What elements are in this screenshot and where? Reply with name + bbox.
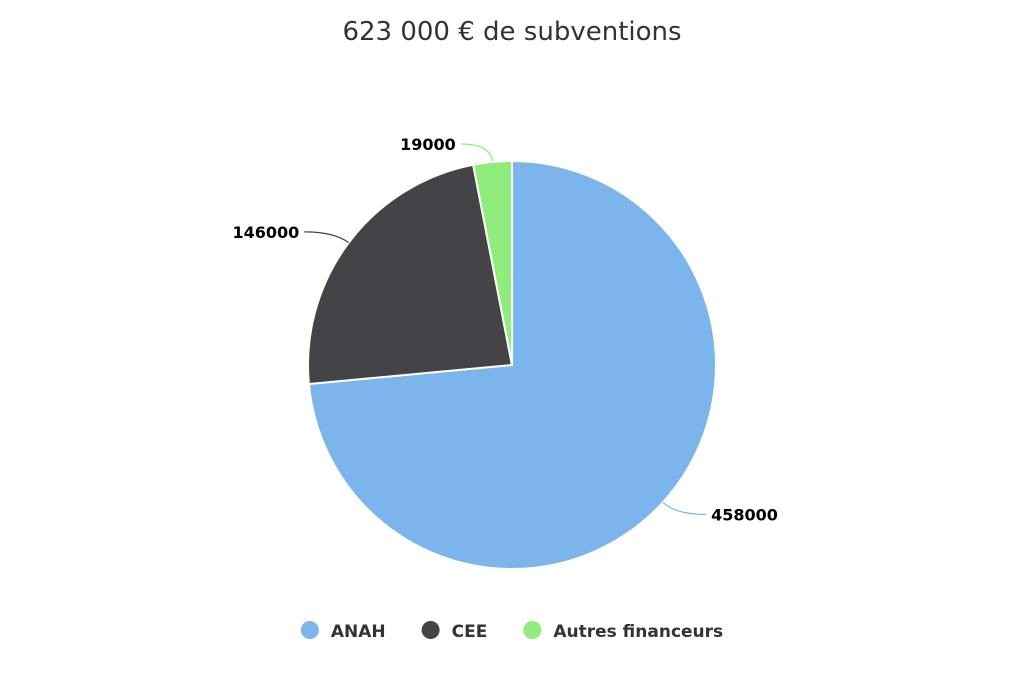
legend-swatch-autres-financeurs <box>523 621 542 639</box>
legend-item-cee[interactable]: CEE <box>421 621 488 642</box>
pie-slices <box>307 159 717 570</box>
connector-anah <box>662 501 707 516</box>
pie-slice-cee[interactable] <box>307 163 514 386</box>
legend-item-autres-financeurs[interactable]: Autres financeurs <box>523 621 723 642</box>
data-label-anah: 458000 <box>711 505 778 524</box>
label-connectors <box>304 143 707 516</box>
connector-cee <box>304 231 350 244</box>
legend-label-autres-financeurs: Autres financeurs <box>553 622 723 642</box>
legend-swatch-anah <box>300 621 319 639</box>
chart-title: 623 000 € de subventions <box>342 17 681 47</box>
pie-slice-autres-financeurs[interactable] <box>471 159 513 366</box>
legend-label-anah: ANAH <box>331 622 386 642</box>
legend-swatch-cee <box>421 621 440 639</box>
chart-legend: ANAH CEE Autres financeurs <box>300 621 723 642</box>
connector-autres-financeurs <box>460 143 494 163</box>
data-label-autres-financeurs: 19000 <box>400 135 456 154</box>
legend-label-cee: CEE <box>452 622 488 642</box>
data-label-cee: 146000 <box>233 223 300 242</box>
legend-item-anah[interactable]: ANAH <box>300 621 386 642</box>
data-labels: 458000 146000 19000 <box>233 135 778 524</box>
